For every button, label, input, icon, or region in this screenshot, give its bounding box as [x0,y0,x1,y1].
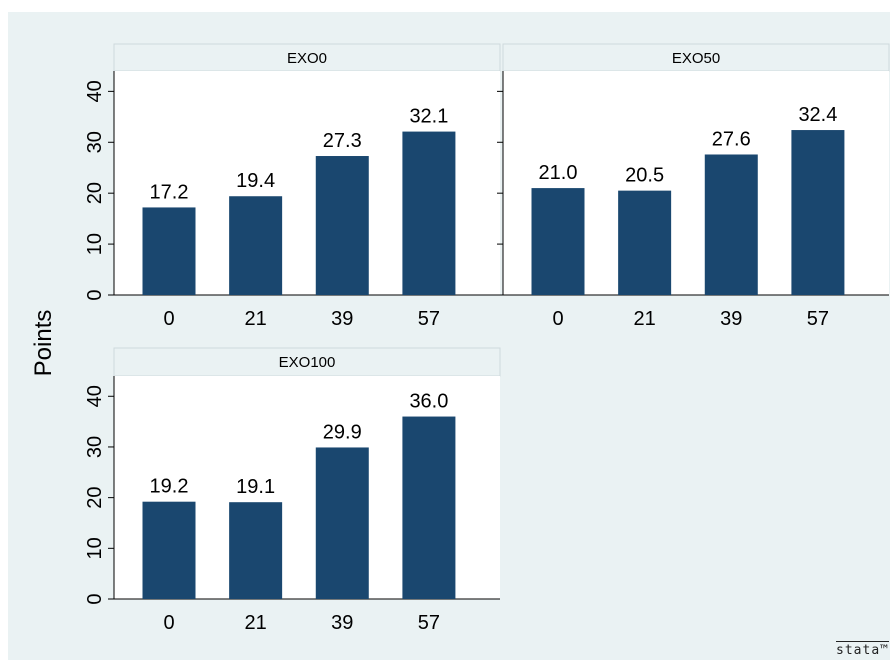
panel-exo100-ytick-label-20: 20 [84,487,106,509]
panel-exo100-ytick-label-30: 30 [84,436,106,458]
panel-exo0-ytick-label-20: 20 [84,182,106,204]
panel-exo100-bar-39 [315,447,369,599]
panel-exo50-bar-57 [791,130,845,295]
panel-exo50-xtick-label-57: 57 [807,308,829,330]
panel-exo0-bar-39 [315,156,369,295]
panel-exo0-bar-57 [402,131,456,295]
panel-exo100-ytick-label-10: 10 [84,537,106,559]
panel-exo100-bar-0 [142,501,196,599]
panel-exo50-data-label-57: 32.4 [798,104,837,126]
panel-exo100-data-label-57: 36.0 [409,391,448,413]
panel-exo0-xtick-label-57: 57 [418,308,440,330]
panel-exo50-data-label-21: 20.5 [625,165,664,187]
panel-exo0-ytick-label-0: 0 [84,289,106,300]
panel-exo100-data-label-21: 19.1 [236,476,275,498]
panel-exo0-xtick-label-0: 0 [163,308,174,330]
panel-exo50-xtick-label-21: 21 [634,308,656,330]
panel-exo0-data-label-21: 19.4 [236,170,275,192]
panel-exo50-bar-21 [618,190,672,295]
panel-exo100-ytick-label-0: 0 [84,593,106,604]
panel-exo0-title: EXO0 [287,50,327,67]
panel-exo100-xtick-label-21: 21 [245,612,267,634]
panel-exo100-title: EXO100 [279,354,336,371]
panel-exo50-data-label-0: 21.0 [539,162,578,184]
panel-exo100-ytick-label-40: 40 [84,385,106,407]
panel-exo50-bar-39 [704,154,758,295]
panel-exo100-bar-57 [402,416,456,599]
panel-exo0-xtick-label-21: 21 [245,308,267,330]
y-axis-label: Points [30,310,57,377]
panel-exo100-xtick-label-0: 0 [163,612,174,634]
panel-exo100-bar-21 [229,502,283,599]
panel-exo50-bar-0 [531,188,585,295]
panel-exo100-strip [113,347,501,377]
panel-exo50-data-label-39: 27.6 [712,128,751,150]
panel-exo0-ytick-label-10: 10 [84,233,106,255]
panel-exo50-title: EXO50 [672,50,720,67]
stata-logo: stata™ [836,641,889,658]
panel-exo100-data-label-39: 29.9 [323,421,362,443]
panel-exo0-ytick-label-40: 40 [84,80,106,102]
panel-exo0-bar-21 [229,196,283,295]
panel-exo0-bar-0 [142,207,196,295]
panel-exo100-data-label-0: 19.2 [150,476,189,498]
panel-exo100-xtick-label-57: 57 [418,612,440,634]
panel-exo0-strip [113,43,501,72]
panel-exo50-xtick-label-39: 39 [720,308,742,330]
panel-exo0-data-label-0: 17.2 [150,181,189,203]
panel-exo0-data-label-57: 32.1 [409,106,448,128]
panel-exo0-data-label-39: 27.3 [323,130,362,152]
panel-exo0-ytick-label-30: 30 [84,131,106,153]
panel-exo100-xtick-label-39: 39 [331,612,353,634]
panel-exo0-xtick-label-39: 39 [331,308,353,330]
panel-exo50-xtick-label-0: 0 [552,308,563,330]
